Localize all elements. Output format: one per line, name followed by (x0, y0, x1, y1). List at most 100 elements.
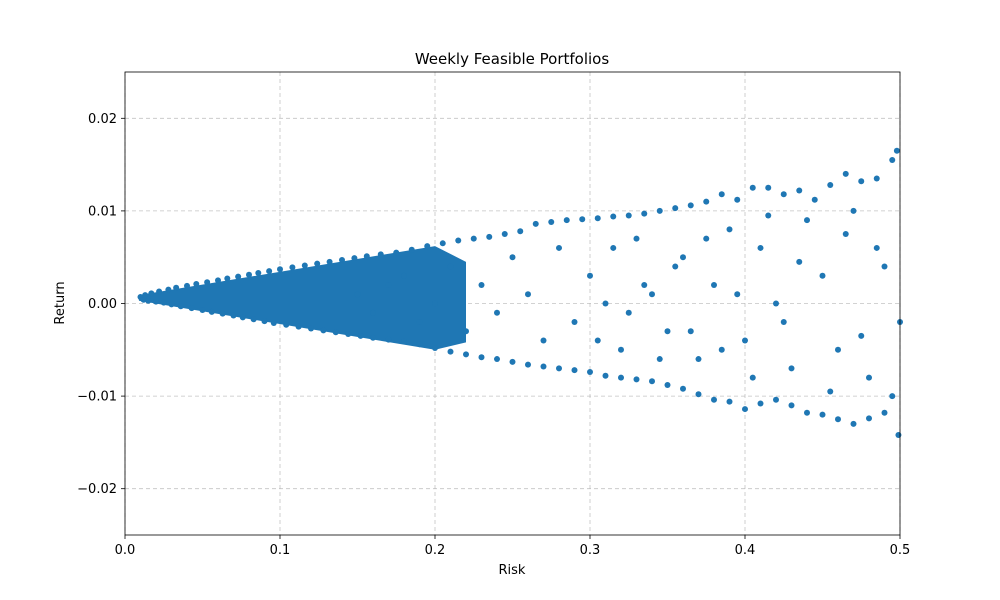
y-tick-label: −0.02 (77, 482, 117, 497)
scatter-point (796, 258, 803, 265)
scatter-point (804, 409, 810, 416)
scatter-point (842, 231, 849, 238)
scatter-point (177, 303, 184, 310)
scatter-point (540, 363, 547, 370)
scatter-point (320, 327, 327, 334)
scatter-point (184, 282, 190, 289)
scatter-point (188, 305, 195, 312)
scatter-point (734, 196, 741, 203)
scatter-point (873, 244, 880, 251)
scatter-point (633, 376, 640, 383)
scatter-point (168, 301, 175, 308)
scatter-point (633, 235, 640, 242)
x-tick-label: 0.3 (580, 543, 601, 558)
scatter-point (219, 310, 226, 317)
scatter-point (889, 393, 896, 400)
y-tick-label: 0.00 (88, 297, 117, 312)
scatter-point (351, 255, 358, 262)
scatter-point (478, 354, 485, 361)
dense-point-cloud (138, 246, 466, 350)
scatter-point (563, 217, 570, 224)
scatter-point (447, 263, 454, 270)
scatter-point (858, 332, 865, 339)
scatter-point (556, 365, 562, 372)
scatter-point (160, 299, 167, 306)
scatter-point (881, 409, 888, 416)
scatter-point (579, 216, 586, 223)
scatter-point (687, 202, 694, 209)
y-tick-label: 0.01 (88, 204, 117, 219)
scatter-point (718, 191, 725, 198)
scatter-point (255, 269, 262, 276)
scatter-point (501, 231, 508, 238)
scatter-point (656, 207, 663, 214)
scatter-point (726, 226, 733, 233)
scatter-point (486, 233, 493, 240)
scatter-point (153, 298, 159, 305)
scatter-point (711, 396, 717, 403)
axis-ticks: 0.0 0.1 0.2 0.3 0.4 0.5 −0.02 −0.01 0.00 0.01 0.02 (77, 112, 910, 558)
scatter-point (649, 378, 655, 385)
scatter-point (509, 254, 516, 261)
scatter-point (463, 351, 469, 358)
scatter-point (850, 207, 857, 214)
scatter-point (889, 156, 896, 163)
scatter-point (742, 406, 748, 413)
scatter-point (835, 346, 841, 353)
scatter-point (357, 332, 364, 339)
scatter-point (656, 356, 663, 363)
scatter-point (587, 272, 593, 279)
scatter-point (408, 246, 415, 253)
scatter-point (494, 356, 500, 363)
y-axis-label: Return (53, 281, 68, 324)
scatter-point (308, 325, 314, 332)
scatter-point (401, 338, 407, 345)
scatter-point (416, 319, 423, 326)
x-axis-label: Risk (499, 563, 526, 578)
scatter-point (625, 309, 632, 316)
scatter-point (893, 147, 900, 154)
scatter-point (148, 290, 155, 297)
scatter-point (517, 228, 524, 235)
scatter-point (804, 217, 810, 224)
scatter-point (842, 170, 849, 177)
scatter-point (780, 191, 787, 198)
scatter-point (332, 329, 339, 336)
scatter-point (618, 374, 624, 381)
scatter-point (827, 181, 834, 188)
scatter-point (641, 210, 648, 217)
scatter-point (354, 291, 361, 298)
scatter-point (525, 361, 531, 368)
scatter-point (301, 262, 308, 269)
scatter-point (439, 240, 446, 247)
scatter-point (548, 219, 555, 226)
scatter-point (385, 281, 392, 288)
scatter-point (866, 374, 872, 381)
scatter-point (326, 258, 333, 265)
scatter-point (289, 264, 296, 271)
scatter-point (455, 237, 462, 244)
scatter-point (571, 319, 578, 326)
scatter-point (230, 312, 237, 319)
scatter-point (277, 266, 283, 273)
scatter-point (363, 253, 370, 260)
scatter-point (610, 244, 617, 251)
scatter-point (602, 372, 609, 379)
x-tick-label: 0.2 (425, 543, 446, 558)
scatter-point (594, 215, 601, 222)
scatter-point (556, 244, 562, 251)
scatter-point (618, 346, 624, 353)
scatter-point (339, 256, 345, 263)
scatter-point (873, 175, 880, 182)
scatter-point (199, 306, 206, 313)
scatter-point (757, 400, 764, 407)
y-tick-label: −0.01 (77, 390, 117, 405)
scatter-point (424, 243, 431, 250)
scatter-point (788, 365, 795, 372)
scatter-point (266, 268, 273, 275)
scatter-point (224, 275, 231, 282)
x-tick-label: 0.5 (890, 543, 911, 558)
scatter-point (680, 254, 686, 261)
scatter-point (478, 281, 485, 288)
